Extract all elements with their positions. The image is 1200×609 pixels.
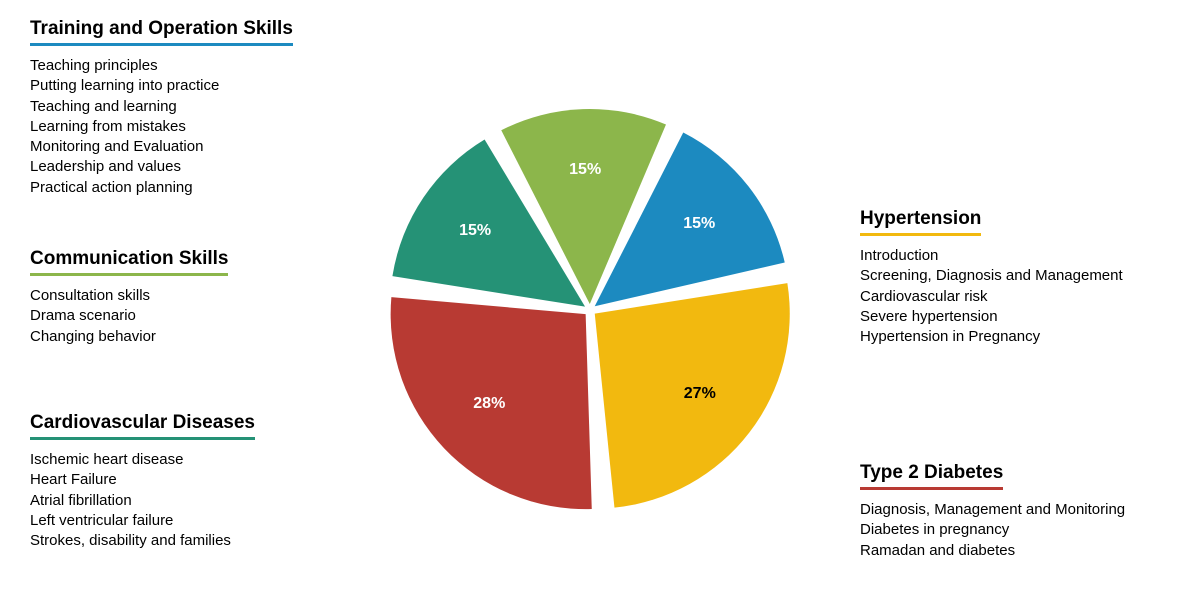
section-items: Consultation skillsDrama scenarioChangin…	[30, 286, 290, 347]
section-title: Cardiovascular Diseases	[30, 412, 255, 440]
list-item: Heart Failure	[30, 470, 290, 490]
list-item: Severe hypertension	[860, 307, 1180, 327]
section-items: IntroductionScreening, Diagnosis and Man…	[860, 246, 1180, 347]
section-training: Training and Operation Skills Teaching pr…	[30, 18, 330, 198]
list-item: Screening, Diagnosis and Management	[860, 266, 1180, 286]
pie-chart: 15%27%28%15%15%	[387, 107, 793, 513]
list-item: Putting learning into practice	[30, 76, 330, 96]
section-title: Hypertension	[860, 208, 981, 236]
section-title: Communication Skills	[30, 248, 228, 276]
list-item: Cardiovascular risk	[860, 287, 1180, 307]
list-item: Strokes, disability and families	[30, 531, 290, 551]
section-hypertension: Hypertension IntroductionScreening, Diagn…	[860, 208, 1180, 347]
list-item: Diabetes in pregnancy	[860, 520, 1180, 540]
section-diabetes: Type 2 Diabetes Diagnosis, Management and…	[860, 462, 1180, 561]
list-item: Left ventricular failure	[30, 511, 290, 531]
list-item: Teaching and learning	[30, 97, 330, 117]
section-items: Teaching principlesPutting learning into…	[30, 56, 330, 198]
section-title: Type 2 Diabetes	[860, 462, 1003, 490]
pie-slice-diabetes	[391, 297, 592, 509]
list-item: Leadership and values	[30, 157, 330, 177]
list-item: Practical action planning	[30, 178, 330, 198]
list-item: Introduction	[860, 246, 1180, 266]
pie-slice-hypertension	[595, 283, 790, 508]
section-items: Ischemic heart diseaseHeart FailureAtria…	[30, 450, 290, 551]
list-item: Drama scenario	[30, 306, 290, 326]
list-item: Learning from mistakes	[30, 117, 330, 137]
section-items: Diagnosis, Management and MonitoringDiab…	[860, 500, 1180, 561]
section-cardio: Cardiovascular Diseases Ischemic heart di…	[30, 412, 290, 551]
list-item: Consultation skills	[30, 286, 290, 306]
section-title: Training and Operation Skills	[30, 18, 293, 46]
list-item: Changing behavior	[30, 327, 290, 347]
list-item: Atrial fibrillation	[30, 491, 290, 511]
list-item: Ramadan and diabetes	[860, 541, 1180, 561]
list-item: Diagnosis, Management and Monitoring	[860, 500, 1180, 520]
section-communication: Communication Skills Consultation skillsD…	[30, 248, 290, 347]
list-item: Hypertension in Pregnancy	[860, 327, 1180, 347]
list-item: Ischemic heart disease	[30, 450, 290, 470]
list-item: Monitoring and Evaluation	[30, 137, 330, 157]
list-item: Teaching principles	[30, 56, 330, 76]
